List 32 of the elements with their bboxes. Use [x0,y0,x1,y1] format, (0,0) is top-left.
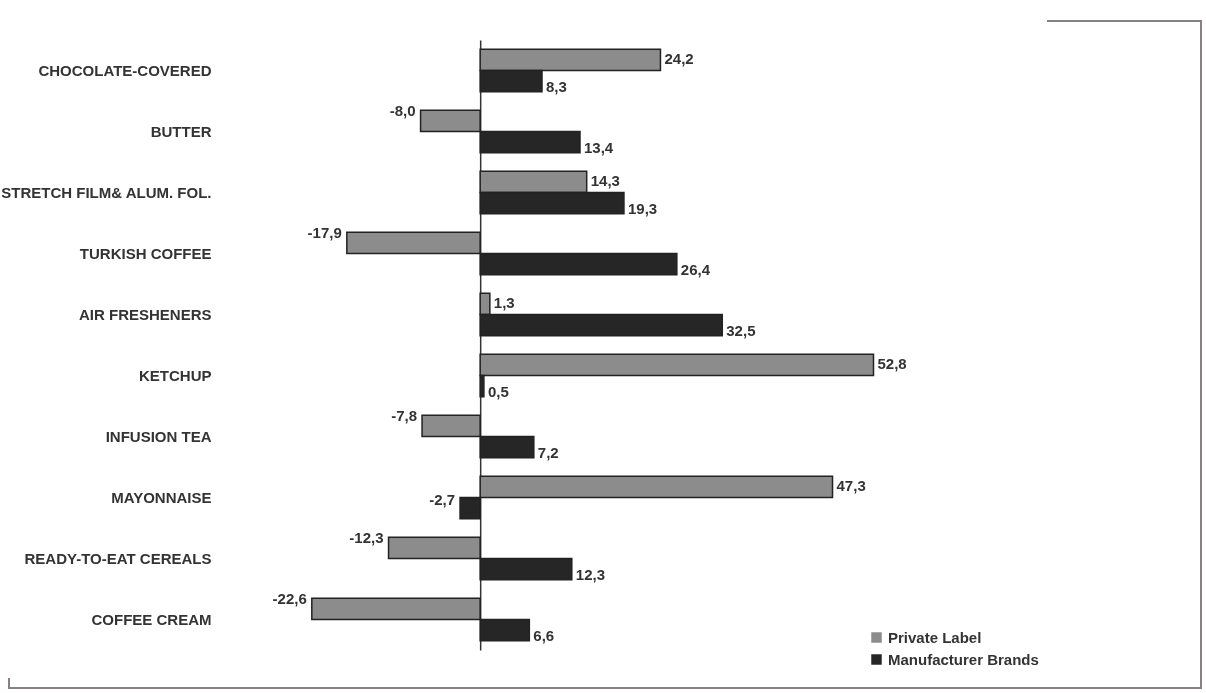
data-label: 7,2 [537,444,559,462]
data-label: -8,0 [389,101,416,119]
y-tick-label: INFUSION TEA [105,427,212,445]
y-tick-label: CHOCOLATE-COVERED [38,61,212,79]
data-label: -22,6 [272,589,307,607]
data-label: -7,8 [391,406,418,424]
data-label: 13,4 [583,139,614,157]
data-label: 24,2 [664,49,694,67]
y-tick-label: TURKISH COFFEE [79,244,212,262]
data-label: 12,3 [575,566,605,584]
legend-label: Private Label [888,628,982,646]
y-tick-label: AIR FRESHENERS [78,305,212,323]
data-label: 32,5 [726,322,756,340]
y-tick-label: KETCHUP [138,366,212,384]
y-tick-label: BUTTER [150,122,212,140]
y-tick-label: MAYONNAISE [111,488,212,506]
data-label: 14,3 [590,171,620,189]
data-label: -2,7 [429,491,456,509]
data-label: 1,3 [493,293,515,311]
data-label: 47,3 [836,476,866,494]
data-label: 52,8 [877,354,907,372]
y-tick-label: STRETCH FILM& ALUM. FOL. [1,183,212,201]
data-label: -17,9 [307,223,342,241]
legend-label: Manufacturer Brands [888,650,1039,668]
y-tick-label: READY-TO-EAT CEREALS [24,549,212,567]
data-label: -12,3 [349,528,384,546]
data-label: 19,3 [627,200,658,218]
data-label: 26,4 [680,261,711,279]
y-tick-label: COFFEE CREAM [91,610,212,628]
data-label: 0,5 [487,383,509,401]
data-label: 6,6 [533,627,555,645]
data-label: 8,3 [546,78,567,96]
